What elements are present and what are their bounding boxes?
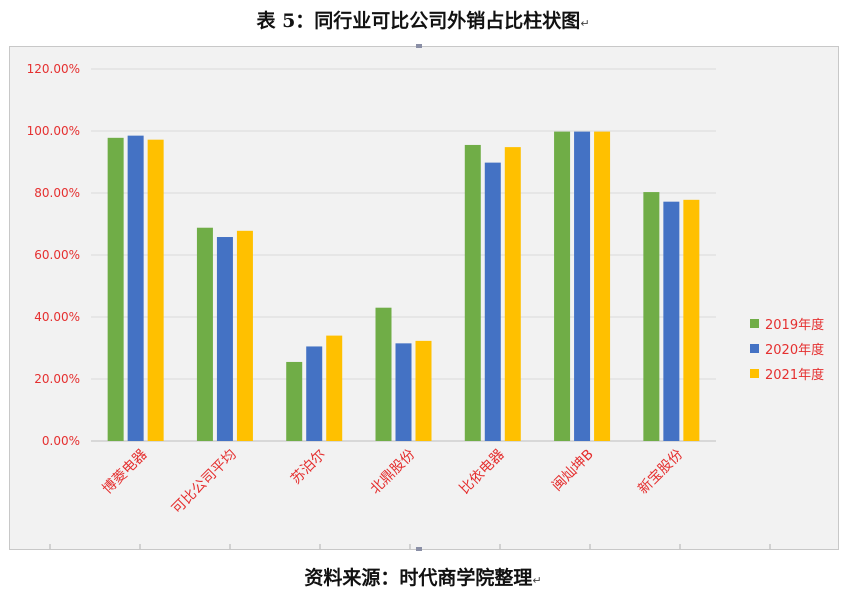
source-note: 资料来源：时代商学院整理↵ [0,563,846,590]
bar [216,237,233,441]
bar [663,201,680,441]
bottom-resize-handle[interactable] [416,547,422,551]
source-note-text: 资料来源：时代商学院整理 [304,567,533,589]
x-tick-label: 比依电器 [457,447,508,498]
legend-label: 2021年度 [765,368,825,383]
legend-label: 2020年度 [765,343,825,358]
bar [574,131,591,441]
y-tick-label: 20.00% [34,372,80,386]
legend-swatch [750,319,759,328]
bar [286,361,303,441]
y-tick-label: 80.00% [34,186,80,200]
bar [395,343,412,441]
legend-swatch [750,344,759,353]
bar [554,131,571,441]
x-tick-label: 北鼎股份 [367,447,418,498]
y-tick-label: 40.00% [34,310,80,324]
top-resize-handle[interactable] [416,44,422,48]
chart-legend: 2019年度 2020年度 2021年度 [750,311,824,386]
legend-item: 2019年度 [750,311,824,336]
return-mark-icon: ↵ [580,17,590,30]
bar [683,199,700,441]
bar [107,137,124,441]
chart-area[interactable]: 0.00% 20.00% 40.00% 60.00% 80.00% 100.00% 120.… [9,46,839,550]
x-tick-label: 可比公司平均 [169,447,240,518]
bar [504,147,521,441]
y-tick-label: 100.00% [27,124,80,138]
y-tick-label: 60.00% [34,248,80,262]
return-mark-icon: ↵ [532,574,542,587]
legend-label: 2019年度 [765,318,825,333]
legend-swatch [750,369,759,378]
bar [196,227,213,441]
bar [464,144,481,441]
x-tick-label: 博菱电器 [99,446,151,498]
bar [415,340,432,441]
bar [236,230,253,441]
legend-item: 2021年度 [750,361,824,386]
bar [375,307,392,441]
x-tick-label: 闽灿坤B [549,447,597,495]
y-tick-label: 0.00% [42,434,80,448]
bar [147,139,164,441]
bar [643,192,660,441]
y-tick-label: 120.00% [27,62,80,76]
bar [326,335,343,441]
document-title: 表 5：同行业可比公司外销占比柱状图↵ [0,6,846,33]
bar [594,131,611,441]
bar-chart: 0.00% 20.00% 40.00% 60.00% 80.00% 100.00% 120.… [27,62,771,549]
legend-item: 2020年度 [750,336,824,361]
document-title-text: 表 5：同行业可比公司外销占比柱状图 [256,10,581,32]
x-tick-label: 新宝股份 [635,447,686,498]
x-tick-label: 苏泊尔 [288,447,329,488]
bar [127,135,144,441]
bar [484,162,501,441]
bar [306,346,323,441]
